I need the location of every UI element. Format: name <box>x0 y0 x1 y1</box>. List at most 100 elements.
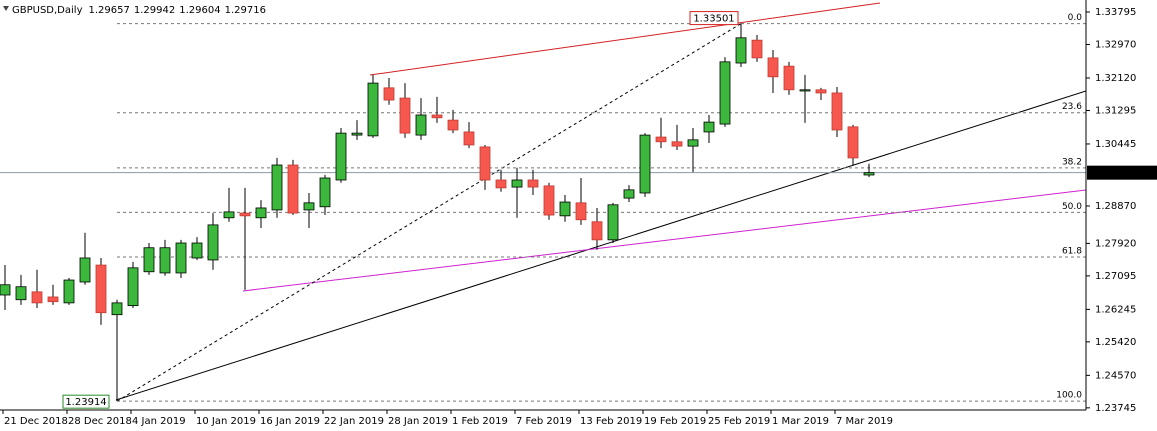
y-tick-label: 1.27920 <box>1095 238 1136 249</box>
y-tick-label: 1.23745 <box>1095 403 1136 414</box>
candle-body <box>271 164 283 211</box>
plot-lines <box>0 2 1086 402</box>
candle-body <box>703 121 715 133</box>
candle-body <box>111 302 123 316</box>
candle-body <box>799 89 811 92</box>
candle-body <box>815 89 827 94</box>
candle-body <box>367 82 379 137</box>
header-high: 1.29942 <box>134 5 175 16</box>
candle-body <box>863 172 875 176</box>
price-label: 1.29716 <box>1095 168 1136 179</box>
fib-label: 23.6 <box>1062 102 1082 112</box>
y-tick-label: 1.31295 <box>1095 105 1136 116</box>
candle-body <box>15 286 27 301</box>
candle-body <box>559 201 571 217</box>
candle-body <box>47 296 59 303</box>
candle-body <box>319 177 331 208</box>
candle-body <box>287 164 299 214</box>
x-tick-label: 7 Feb 2019 <box>516 416 572 427</box>
candle-body <box>751 39 763 59</box>
collapse-icon[interactable] <box>3 6 9 11</box>
candle-body <box>223 211 235 219</box>
x-tick-label: 10 Jan 2019 <box>196 416 256 427</box>
candle-body <box>415 114 427 136</box>
x-tick-label: 28 Dec 2018 <box>68 416 132 427</box>
candle-body <box>623 189 635 199</box>
candle-body <box>175 242 187 274</box>
candle-body <box>95 264 107 314</box>
x-tick-label: 1 Mar 2019 <box>772 416 829 427</box>
candle-body <box>431 114 443 119</box>
candle-body <box>191 242 203 259</box>
candle-body <box>767 57 779 78</box>
candle-body <box>127 267 139 307</box>
candle-body <box>687 139 699 147</box>
y-tick-label: 1.32970 <box>1095 40 1136 51</box>
candle-body <box>159 247 171 274</box>
fib-label: 100.0 <box>1056 391 1082 401</box>
x-tick-label: 22 Jan 2019 <box>324 416 384 427</box>
price-box <box>1087 165 1157 180</box>
candle-body <box>447 119 459 131</box>
x-tick-label: 7 Mar 2019 <box>836 416 893 427</box>
candle-body <box>335 132 347 181</box>
trendline <box>242 189 1086 292</box>
y-tick-label: 1.30445 <box>1095 139 1136 150</box>
candle-body <box>719 61 731 125</box>
candle-body <box>847 126 859 159</box>
low-label: 1.23914 <box>65 397 106 408</box>
high-label: 1.33501 <box>693 14 734 25</box>
candle-body <box>207 224 219 261</box>
x-tick-label: 13 Feb 2019 <box>580 416 642 427</box>
header-low: 1.29604 <box>179 5 220 16</box>
candle-body <box>239 212 251 217</box>
candle-body <box>463 131 475 146</box>
y-tick-label: 1.33795 <box>1095 7 1136 18</box>
candle-body <box>575 202 587 221</box>
trendline <box>115 90 1086 401</box>
fib-diagonal <box>116 23 742 402</box>
trendline <box>369 2 881 76</box>
y-tick-label: 1.26245 <box>1095 304 1136 315</box>
candle-body <box>511 179 523 188</box>
candle-body <box>303 202 315 211</box>
header-open: 1.29657 <box>89 5 130 16</box>
candle-body <box>495 179 507 189</box>
candle-body <box>735 37 747 64</box>
high-label-box <box>689 11 739 26</box>
candle-body <box>31 291 43 304</box>
candle-body <box>63 279 75 304</box>
candle-body <box>0 284 11 296</box>
candle-body <box>591 221 603 241</box>
candle-body <box>79 257 91 283</box>
y-tick-label: 1.28870 <box>1095 201 1136 212</box>
y-tick-label: 1.32120 <box>1095 73 1136 84</box>
fib-label: 50.0 <box>1062 202 1082 212</box>
x-tick-label: 28 Jan 2019 <box>388 416 448 427</box>
candle-body <box>351 132 363 136</box>
candle-body <box>383 87 395 101</box>
chart-header: GBPUSD,Daily 1.29657 1.29942 1.29604 1.29716 <box>12 5 266 16</box>
y-tick-label: 1.25420 <box>1095 337 1136 348</box>
x-tick-label: 19 Feb 2019 <box>644 416 706 427</box>
x-tick-label: 4 Jan 2019 <box>132 416 186 427</box>
candle-body <box>607 204 619 241</box>
x-tick-label: 21 Dec 2018 <box>4 416 68 427</box>
x-tick-label: 1 Feb 2019 <box>452 416 508 427</box>
x-tick-label: 16 Jan 2019 <box>260 416 320 427</box>
low-label-box <box>62 394 110 409</box>
fib-label: 0.0 <box>1068 13 1083 23</box>
candle-body <box>639 134 651 194</box>
symbol: GBPUSD,Daily <box>12 5 83 16</box>
candle-body <box>255 207 267 219</box>
candle-body <box>655 136 667 143</box>
candle-body <box>783 65 795 91</box>
candles <box>0 23 875 402</box>
candle-body <box>543 185 555 216</box>
candle-body <box>527 179 539 188</box>
candle-body <box>831 92 843 131</box>
candle-body <box>671 141 683 147</box>
y-tick-label: 1.24570 <box>1095 370 1136 381</box>
